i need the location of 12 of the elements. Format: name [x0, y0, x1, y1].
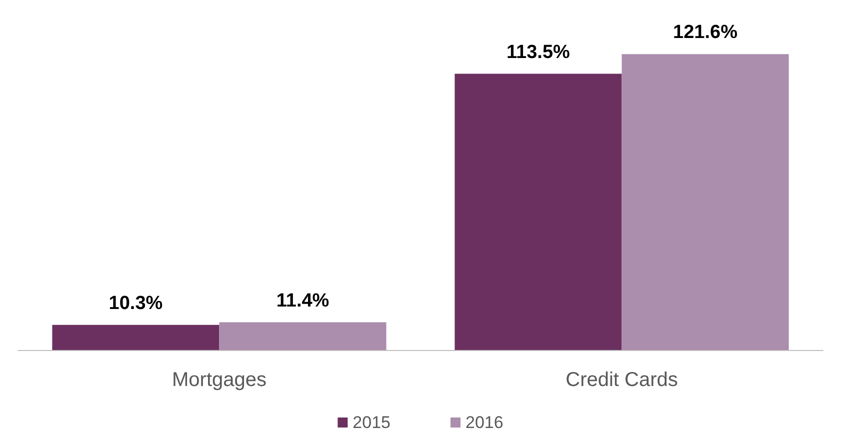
bar — [52, 324, 220, 350]
data-label: 113.5% — [506, 42, 570, 63]
legend-label: 2015 — [352, 413, 391, 432]
legend-label: 2016 — [466, 413, 504, 432]
x-tick-label: Mortgages — [172, 369, 266, 391]
data-label: 10.3% — [108, 292, 163, 314]
bar — [219, 322, 386, 350]
data-label: 11.4% — [276, 290, 330, 312]
bar — [454, 74, 622, 350]
bar — [622, 54, 789, 350]
data-label: 121.6% — [673, 22, 738, 44]
x-tick-label: Credit Cards — [566, 369, 678, 391]
